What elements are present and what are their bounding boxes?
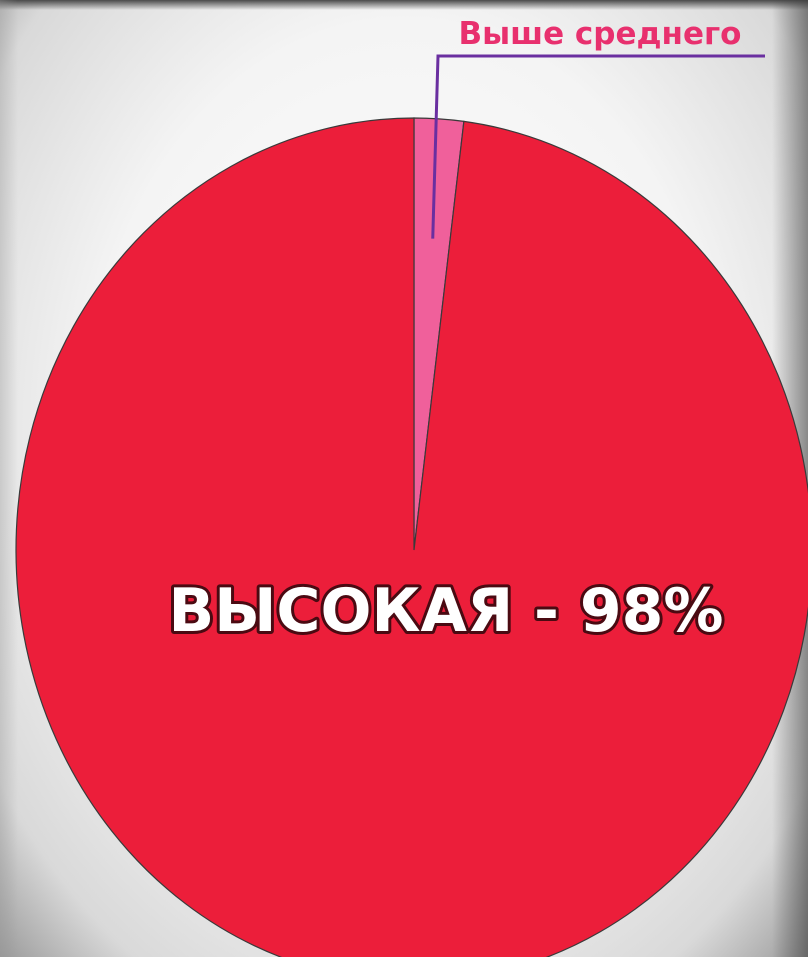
slice-label-high: ВЫСОКАЯ - 98% [169,576,724,646]
left-shadow-edge [0,0,18,957]
callout-leader-line [431,54,765,239]
pie-slice-high [15,117,808,957]
slice-label-above-average: Выше среднего [459,16,742,52]
pie-slices [15,117,808,957]
top-shadow-edge [0,0,808,10]
